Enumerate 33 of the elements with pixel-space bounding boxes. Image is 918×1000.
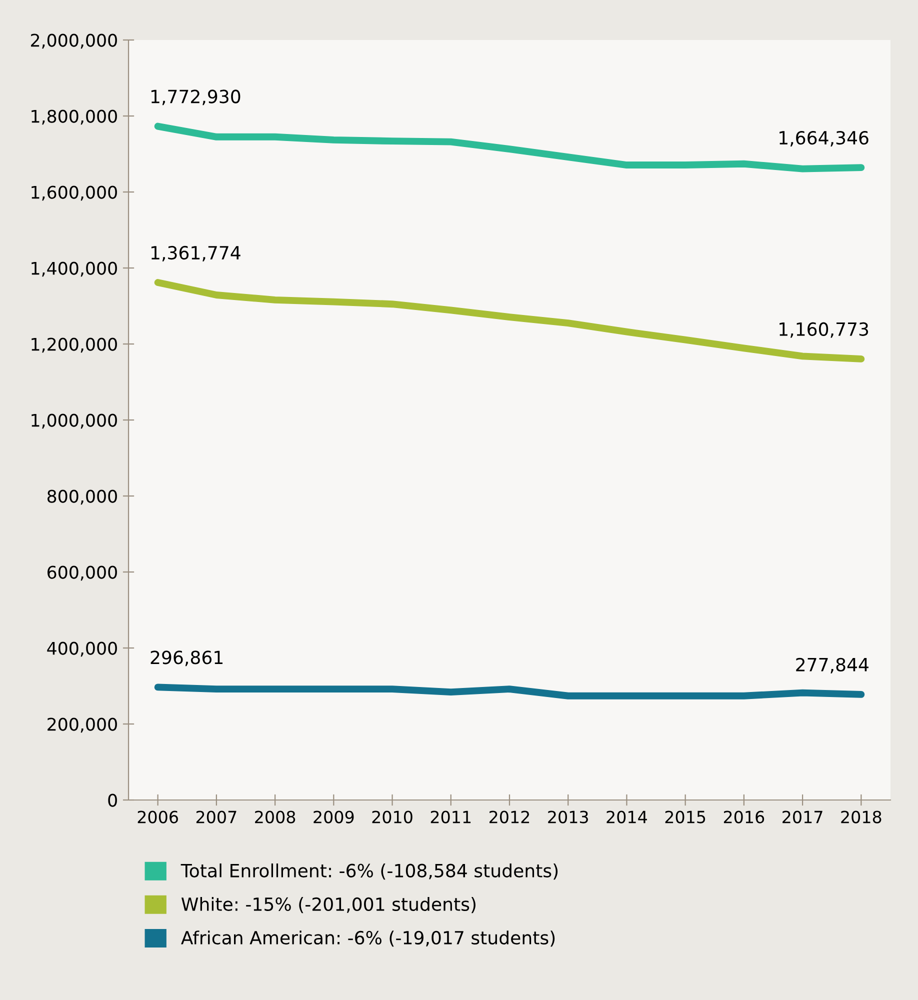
x-tick-label: 2008	[255, 810, 296, 824]
x-tick-label: 2016	[724, 810, 764, 824]
x-tick-label: 2010	[372, 810, 412, 824]
data-label: 277,844	[796, 658, 868, 674]
x-tick-label: 2014	[606, 810, 647, 824]
y-tick-label: 800,000	[47, 490, 117, 505]
legend-label: White: -15% (-201,001 students)	[181, 897, 476, 914]
data-label: 1,772,930	[151, 90, 240, 106]
y-tick-label: 600,000	[48, 566, 117, 581]
y-tick-label: 1,600,000	[32, 186, 117, 201]
y-tick-label: 1,400,000	[32, 262, 117, 277]
y-tick-label: 1,000,000	[32, 414, 117, 429]
x-tick-label: 2012	[490, 810, 530, 824]
x-tick-label: 2013	[548, 810, 588, 824]
x-tick-label: 2018	[841, 810, 882, 824]
legend-label: African American: -6% (-19,017 students)	[181, 930, 555, 947]
x-tick-label: 2015	[665, 810, 706, 824]
y-tick-label: 1,200,000	[32, 338, 117, 353]
x-tick-label: 2009	[314, 810, 354, 824]
x-tick-label: 2011	[430, 810, 471, 824]
x-tick-label: 2017	[782, 810, 822, 824]
y-tick-label: 400,000	[47, 642, 117, 657]
x-tick-label: 2006	[138, 810, 178, 824]
data-label: 1,361,774	[151, 246, 240, 262]
data-label: 1,160,773	[780, 322, 868, 338]
data-label: 296,861	[150, 650, 222, 666]
legend-label: Total Enrollment: -6% (-108,584 students)	[180, 863, 558, 880]
y-tick-label: 2,000,000	[31, 34, 117, 49]
y-tick-label: 200,000	[48, 718, 117, 733]
y-tick-label: 1,800,000	[32, 110, 117, 125]
y-tick-label: 0	[108, 794, 117, 807]
x-tick-label: 2007	[196, 810, 236, 824]
data-label: 1,664,346	[780, 130, 868, 146]
